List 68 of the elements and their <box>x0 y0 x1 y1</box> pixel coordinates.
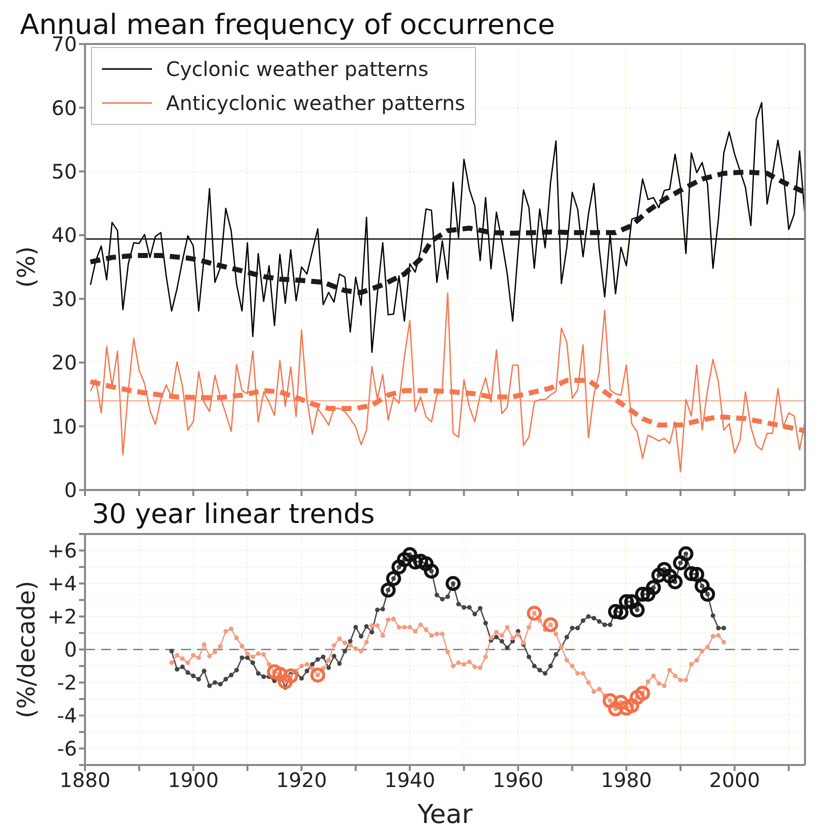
point <box>396 552 412 568</box>
x-tick-label: 1900 <box>168 768 219 792</box>
y-tick-label: 50 <box>52 160 77 184</box>
point <box>689 566 704 582</box>
point <box>272 666 288 682</box>
y-tick-label: 20 <box>52 350 77 375</box>
point <box>278 674 293 690</box>
point <box>446 576 461 591</box>
point <box>630 690 645 705</box>
point <box>635 686 650 701</box>
point <box>402 547 418 562</box>
y-axis-title: (%) <box>12 246 41 288</box>
y-tick-label: 60 <box>52 96 77 120</box>
point <box>386 571 402 586</box>
point <box>656 562 672 577</box>
point <box>391 560 406 574</box>
point <box>684 566 699 582</box>
point <box>630 602 645 618</box>
x-tick-label: 1880 <box>60 768 110 792</box>
point <box>635 586 650 602</box>
y-tick-label: 30 <box>52 286 77 311</box>
y-tick-label: 0 <box>64 638 77 662</box>
x-axis-title: Year <box>416 800 473 827</box>
point <box>640 586 656 602</box>
point <box>694 578 710 594</box>
y-tick-label: 10 <box>52 414 77 438</box>
x-tick-label: 1980 <box>600 768 652 792</box>
point <box>310 668 326 683</box>
chart-title: 30 year linear trends <box>92 499 375 530</box>
point <box>624 594 640 610</box>
line-series <box>90 292 805 472</box>
y-tick-label: 0 <box>64 478 77 502</box>
point <box>700 586 716 602</box>
point <box>608 604 624 620</box>
y-axis-title: (%/decade) <box>12 580 41 718</box>
y-tick-label: +2 <box>48 604 77 629</box>
point <box>646 580 661 596</box>
point <box>380 582 396 598</box>
point <box>424 564 439 579</box>
point <box>543 617 558 632</box>
point <box>413 554 428 569</box>
y-tick-label: +4 <box>48 572 77 596</box>
x-tick-label: 2000 <box>709 768 760 792</box>
legend-label: Anticyclonic weather patterns <box>166 91 466 115</box>
point <box>668 574 683 590</box>
y-tick-label: 40 <box>52 223 77 248</box>
legend-label: Cyclonic weather patterns <box>166 57 428 81</box>
point <box>608 701 624 716</box>
point <box>526 606 542 621</box>
point <box>283 668 298 684</box>
point <box>618 594 634 610</box>
x-tick-label: 1920 <box>276 768 327 792</box>
y-tick-label: -4 <box>57 704 77 728</box>
y-tick-label: -2 <box>57 670 77 695</box>
point <box>602 693 618 708</box>
point <box>678 546 694 562</box>
point <box>662 568 678 584</box>
point <box>266 664 282 680</box>
point <box>651 568 666 583</box>
y-tick-label: -6 <box>57 736 77 761</box>
y-tick-label: +6 <box>48 538 77 563</box>
point <box>618 700 634 716</box>
x-tick-label: 1960 <box>492 768 544 792</box>
point <box>613 694 628 710</box>
point <box>613 604 628 620</box>
point <box>672 555 688 570</box>
x-tick-label: 1940 <box>384 768 436 792</box>
point <box>624 698 640 714</box>
